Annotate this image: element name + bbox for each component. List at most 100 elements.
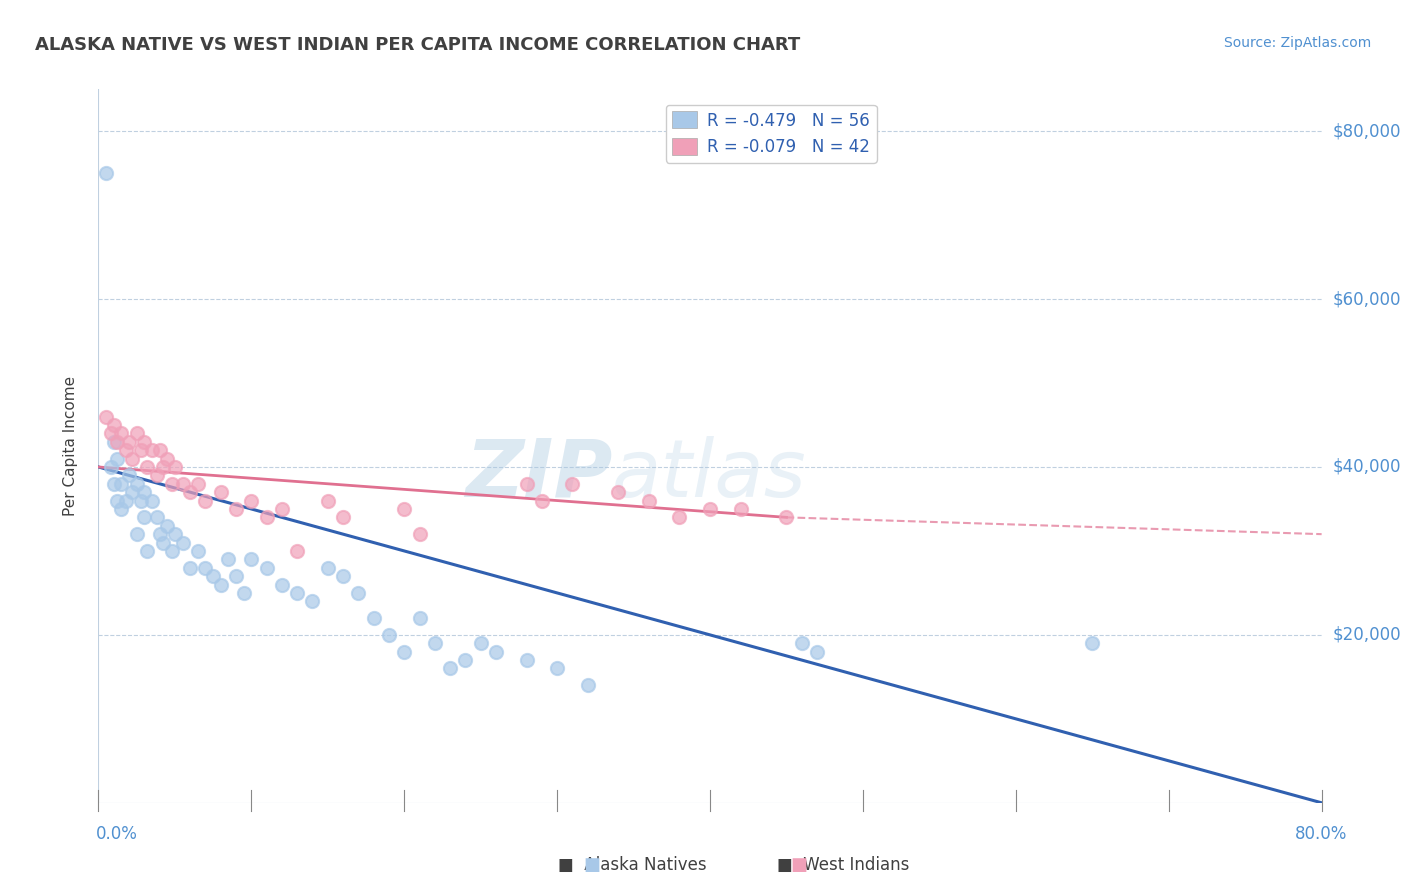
Point [149,527,172,541]
Point [172,535,194,549]
Point [103,476,125,491]
Point [454,653,477,667]
Point [121,451,143,466]
Point [392,502,416,516]
Point [145,468,167,483]
Point [209,577,232,591]
Point [121,485,143,500]
Text: $60,000: $60,000 [1333,290,1402,308]
Point [806,645,828,659]
Point [115,443,138,458]
Point [285,586,308,600]
Point [516,653,538,667]
Point [118,434,141,449]
Point [136,544,159,558]
Legend: R = -0.479   N = 56, R = -0.079   N = 42: R = -0.479 N = 56, R = -0.079 N = 42 [665,104,877,162]
Text: $20,000: $20,000 [1333,626,1402,644]
Point [156,518,179,533]
Point [141,493,163,508]
Point [156,451,179,466]
Point [285,544,308,558]
Point [699,502,721,516]
Point [668,510,690,524]
Point [160,544,183,558]
Point [232,586,254,600]
Point [730,502,752,516]
Point [125,527,148,541]
Text: $80,000: $80,000 [1333,122,1402,140]
Point [110,476,132,491]
Point [152,535,174,549]
Y-axis label: Per Capita Income: Per Capita Income [63,376,77,516]
Point [103,434,125,449]
Point [187,544,209,558]
Point [125,476,148,491]
Point [270,502,292,516]
Point [516,476,538,491]
Point [172,476,194,491]
Point [100,460,122,475]
Point [152,460,174,475]
Point [485,645,508,659]
Point [423,636,446,650]
Point [561,476,583,491]
Point [576,678,599,692]
Point [256,560,278,574]
Point [105,493,128,508]
Point [134,434,156,449]
Point [637,493,661,508]
Point [363,611,385,625]
Point [225,569,247,583]
Point [94,166,117,180]
Point [110,426,132,441]
Point [1081,636,1104,650]
Point [115,493,138,508]
Point [217,552,239,566]
Point [775,510,797,524]
Text: 0.0%: 0.0% [96,825,138,843]
Point [225,502,247,516]
Text: ■: ■ [790,856,807,874]
Point [100,426,122,441]
Point [332,569,354,583]
Point [202,569,225,583]
Text: ZIP: ZIP [465,435,612,514]
Point [160,476,183,491]
Point [392,645,416,659]
Point [316,560,339,574]
Point [194,560,217,574]
Text: ALASKA NATIVE VS WEST INDIAN PER CAPITA INCOME CORRELATION CHART: ALASKA NATIVE VS WEST INDIAN PER CAPITA … [35,36,800,54]
Point [256,510,278,524]
Point [163,460,186,475]
Point [134,510,156,524]
Point [347,586,370,600]
Point [145,510,167,524]
Point [136,460,159,475]
Point [332,510,354,524]
Point [187,476,209,491]
Point [240,493,263,508]
Point [105,451,128,466]
Text: ■: ■ [583,856,600,874]
Text: ■  West Indians: ■ West Indians [778,856,910,874]
Point [530,493,553,508]
Point [194,493,217,508]
Point [125,426,148,441]
Point [316,493,339,508]
Point [209,485,232,500]
Point [240,552,263,566]
Point [94,409,117,424]
Text: $40,000: $40,000 [1333,458,1402,476]
Point [110,502,132,516]
Point [141,443,163,458]
Point [103,417,125,432]
Point [607,485,630,500]
Point [129,443,152,458]
Text: ■  Alaska Natives: ■ Alaska Natives [558,856,707,874]
Text: Source: ZipAtlas.com: Source: ZipAtlas.com [1223,36,1371,50]
Point [270,577,292,591]
Point [134,485,156,500]
Point [790,636,813,650]
Point [439,661,461,675]
Text: atlas: atlas [612,435,807,514]
